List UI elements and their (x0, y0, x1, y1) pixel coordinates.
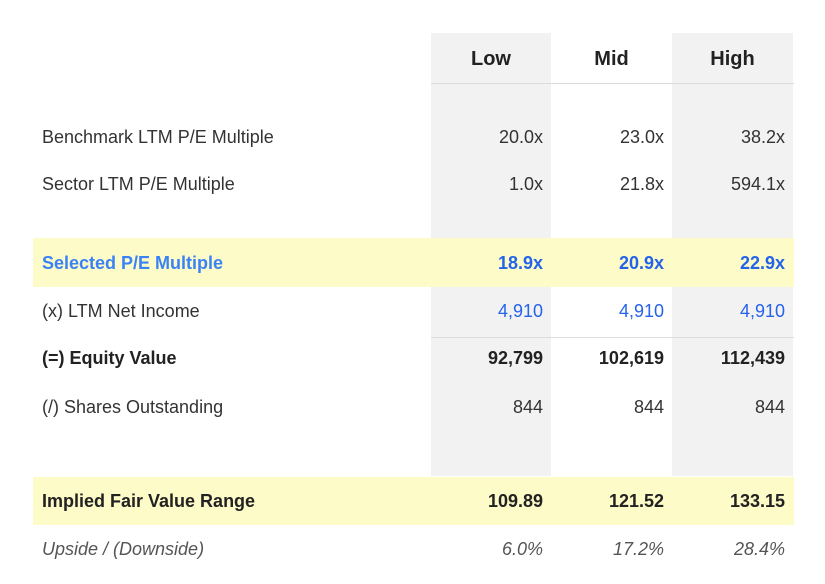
row-label: (x) LTM Net Income (42, 301, 200, 321)
row-label: Implied Fair Value Range (42, 491, 256, 511)
cell-high: 28.4% (733, 539, 785, 559)
cell-mid: 121.52 (608, 491, 664, 511)
benchmark-pe-row: Benchmark LTM P/E Multiple 20.0x 23.0x 3… (0, 122, 825, 152)
column-header-high: High (710, 48, 755, 70)
implied-fair-value-row: Implied Fair Value Range 109.89 121.52 1… (0, 486, 825, 516)
cell-high: 38.2x (740, 127, 785, 147)
cell-low: 844 (512, 397, 543, 417)
column-header-low: Low (471, 48, 511, 70)
cell-high: 844 (754, 397, 785, 417)
shares-outstanding-row: (/) Shares Outstanding 844 844 844 (0, 392, 825, 422)
cell-mid: 4,910 (618, 301, 664, 321)
sector-pe-row: Sector LTM P/E Multiple 1.0x 21.8x 594.1… (0, 169, 825, 199)
row-label: Benchmark LTM P/E Multiple (42, 127, 274, 147)
cell-low: 6.0% (501, 539, 543, 559)
upside-downside-row: Upside / (Downside) 6.0% 17.2% 28.4% (0, 534, 825, 564)
net-income-row: (x) LTM Net Income 4,910 4,910 4,910 (0, 296, 825, 326)
cell-high: 4,910 (739, 301, 785, 321)
cell-high: 133.15 (729, 491, 785, 511)
cell-low: 1.0x (508, 174, 543, 194)
cell-mid: 844 (633, 397, 664, 417)
selected-multiple-highlight (33, 238, 794, 287)
cell-mid: 17.2% (612, 539, 664, 559)
row-label: Sector LTM P/E Multiple (42, 174, 235, 194)
row-label: (=) Equity Value (42, 348, 177, 368)
cell-mid: 20.9x (618, 253, 664, 273)
equity-divider (431, 337, 794, 338)
cell-low: 4,910 (497, 301, 543, 321)
cell-mid: 23.0x (619, 127, 664, 147)
cell-mid: 21.8x (619, 174, 664, 194)
cell-low: 18.9x (497, 253, 543, 273)
row-label: Selected P/E Multiple (42, 253, 224, 273)
row-label: Upside / (Downside) (42, 539, 205, 559)
selected-pe-row: Selected P/E Multiple 18.9x 20.9x 22.9x (0, 248, 825, 278)
header-divider (431, 83, 794, 84)
row-label: (/) Shares Outstanding (42, 397, 224, 417)
cell-high: 112,439 (720, 348, 785, 368)
cell-high: 594.1x (730, 174, 785, 194)
cell-high: 22.9x (739, 253, 785, 273)
cell-low: 92,799 (487, 348, 543, 368)
equity-value-row: (=) Equity Value 92,799 102,619 112,439 (0, 343, 825, 373)
cell-low: 109.89 (487, 491, 543, 511)
implied-value-highlight (33, 477, 794, 525)
cell-mid: 102,619 (598, 348, 664, 368)
column-header-mid: Mid (594, 48, 629, 70)
cell-low: 20.0x (498, 127, 543, 147)
